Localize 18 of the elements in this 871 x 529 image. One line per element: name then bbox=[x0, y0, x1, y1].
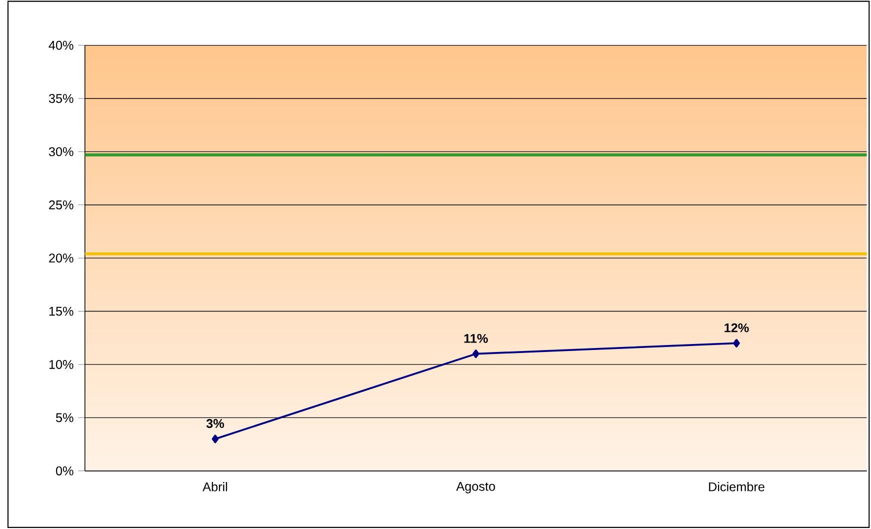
y-tick-label: 5% bbox=[56, 413, 74, 422]
y-tick-label: 0% bbox=[56, 466, 74, 476]
point bbox=[212, 434, 219, 444]
x-tick-label: Abril bbox=[202, 482, 228, 492]
point bbox=[472, 350, 480, 358]
y-tick-label: 25% bbox=[49, 200, 74, 210]
x-tick-label: Diciembre bbox=[709, 482, 764, 492]
y-tick-label: 35% bbox=[48, 94, 74, 104]
data-label: 3% bbox=[206, 419, 224, 428]
y-tick-label: 30% bbox=[48, 147, 74, 156]
x-tick-label: Agosto bbox=[456, 482, 496, 494]
y-tick-label: 10% bbox=[49, 360, 74, 370]
y-tick-label: 20% bbox=[49, 254, 74, 263]
y-tick-label: 40% bbox=[48, 40, 74, 50]
data-label: 12% bbox=[724, 323, 749, 332]
y-tick-label: 15% bbox=[49, 306, 74, 316]
point bbox=[733, 339, 740, 348]
data-label: 11% bbox=[464, 334, 488, 344]
